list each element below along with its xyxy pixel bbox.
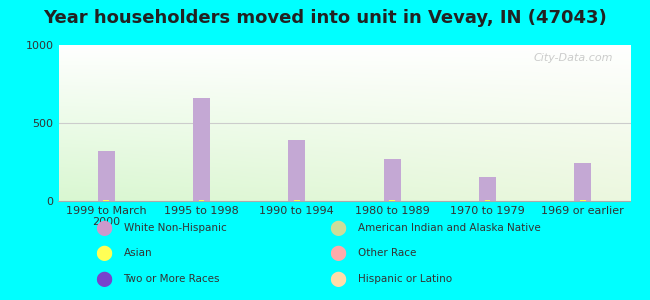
Text: Two or More Races: Two or More Races	[124, 274, 220, 284]
Text: ⬤: ⬤	[330, 272, 346, 286]
Bar	[193, 98, 210, 201]
Bar	[485, 200, 490, 201]
Bar	[574, 163, 592, 201]
Text: White Non-Hispanic: White Non-Hispanic	[124, 223, 226, 233]
Text: Asian: Asian	[124, 248, 152, 259]
Text: ⬤: ⬤	[96, 220, 112, 236]
Text: Other Race: Other Race	[358, 248, 416, 259]
Text: ⬤: ⬤	[330, 220, 346, 236]
Text: Year householders moved into unit in Vevay, IN (47043): Year householders moved into unit in Vev…	[43, 9, 607, 27]
Text: City-Data.com: City-Data.com	[534, 53, 614, 63]
Text: ⬤: ⬤	[330, 246, 346, 261]
Text: ⬤: ⬤	[96, 246, 112, 261]
Bar	[389, 200, 395, 201]
Bar	[580, 200, 586, 201]
Text: Hispanic or Latino: Hispanic or Latino	[358, 274, 452, 284]
Text: ⬤: ⬤	[96, 272, 112, 286]
Bar	[479, 177, 496, 201]
Bar	[103, 200, 109, 201]
Bar	[288, 140, 305, 201]
Bar	[98, 151, 115, 201]
Bar	[384, 159, 401, 201]
Bar	[294, 200, 300, 201]
Bar	[199, 200, 204, 201]
Text: American Indian and Alaska Native: American Indian and Alaska Native	[358, 223, 540, 233]
